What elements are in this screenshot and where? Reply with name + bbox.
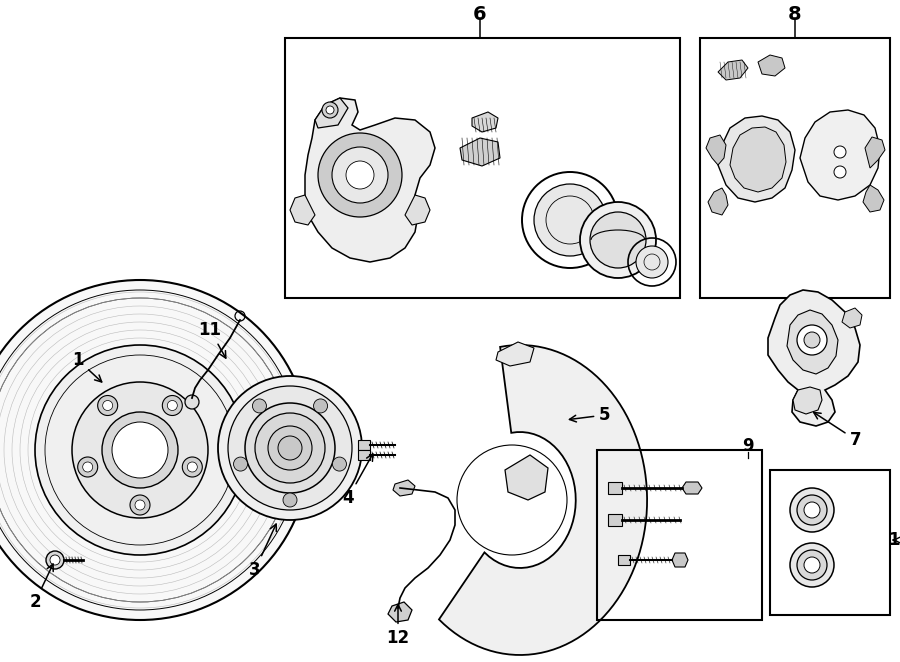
Circle shape [313,399,328,413]
Circle shape [252,399,266,413]
Polygon shape [393,480,415,496]
Polygon shape [800,110,880,200]
Circle shape [318,133,402,217]
Text: 1: 1 [72,351,102,382]
Bar [618,555,630,565]
Circle shape [228,386,352,510]
Polygon shape [325,135,395,208]
Bar [358,450,370,460]
Text: 12: 12 [386,604,410,647]
Circle shape [83,462,93,472]
Circle shape [102,412,178,488]
Circle shape [245,403,335,493]
Circle shape [183,457,202,477]
Circle shape [790,543,834,587]
Circle shape [834,146,846,158]
Text: 11: 11 [199,321,226,358]
Text: 5: 5 [570,406,611,424]
Polygon shape [505,455,548,500]
Circle shape [804,332,820,348]
Bar [597,450,762,620]
Circle shape [804,557,820,573]
Circle shape [72,382,208,518]
Polygon shape [863,185,884,212]
Circle shape [326,106,334,114]
Text: 6: 6 [473,5,487,23]
Bar [285,38,680,298]
Polygon shape [388,602,412,622]
Polygon shape [730,127,786,192]
Polygon shape [472,112,498,132]
Polygon shape [793,387,822,414]
Circle shape [797,325,827,355]
Circle shape [135,500,145,510]
Text: 10: 10 [888,531,900,549]
Polygon shape [460,138,500,166]
Polygon shape [758,55,785,76]
Circle shape [834,166,846,178]
Polygon shape [439,345,647,655]
Circle shape [0,280,310,620]
Polygon shape [682,482,702,494]
Text: 3: 3 [249,524,276,579]
Polygon shape [842,308,862,328]
Circle shape [112,422,168,478]
Circle shape [98,395,118,416]
Polygon shape [706,135,726,165]
Bar [700,38,890,298]
Polygon shape [718,116,795,202]
Text: 8: 8 [788,5,802,23]
Polygon shape [768,290,860,426]
Circle shape [255,413,325,483]
Polygon shape [672,553,688,567]
Circle shape [162,395,183,416]
Circle shape [35,345,245,555]
Polygon shape [405,195,430,225]
Circle shape [218,376,362,520]
Circle shape [797,550,827,580]
Polygon shape [315,98,348,128]
Circle shape [233,457,248,471]
Circle shape [322,102,338,118]
Circle shape [103,401,112,410]
Circle shape [278,436,302,460]
Polygon shape [496,342,534,366]
Text: 2: 2 [29,564,53,611]
Polygon shape [708,188,728,215]
Circle shape [268,426,312,470]
Bar [608,482,622,494]
Circle shape [346,161,374,189]
Circle shape [332,457,347,471]
Polygon shape [718,60,748,80]
Circle shape [797,495,827,525]
Polygon shape [787,310,838,374]
Circle shape [50,555,60,565]
Text: 9: 9 [742,437,754,455]
Circle shape [790,488,834,532]
Circle shape [534,184,606,256]
Bar [358,440,370,450]
Circle shape [804,502,820,518]
Circle shape [46,551,64,569]
Polygon shape [290,195,315,225]
Text: 4: 4 [342,454,373,507]
Circle shape [636,246,668,278]
Bar [770,470,890,615]
Circle shape [580,202,656,278]
Circle shape [590,212,646,268]
Polygon shape [865,137,885,168]
Circle shape [130,495,150,515]
Circle shape [185,395,199,409]
Circle shape [283,493,297,507]
Polygon shape [305,98,435,262]
Text: 7: 7 [814,412,862,449]
Circle shape [167,401,177,410]
Circle shape [187,462,197,472]
Bar [608,514,622,526]
Circle shape [77,457,98,477]
Circle shape [332,147,388,203]
